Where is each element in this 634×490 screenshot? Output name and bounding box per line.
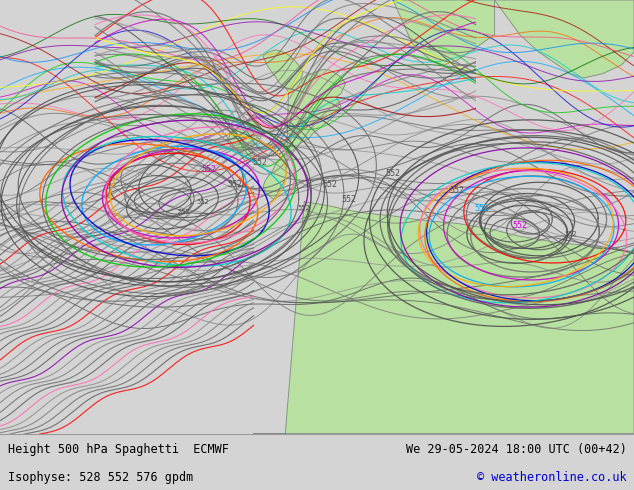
Text: Isophyse: 528 552 576 gpdm: Isophyse: 528 552 576 gpdm bbox=[8, 471, 193, 484]
Text: 552: 552 bbox=[322, 180, 337, 189]
Text: Height 500 hPa Spaghetti  ECMWF: Height 500 hPa Spaghetti ECMWF bbox=[8, 443, 228, 456]
Polygon shape bbox=[495, 0, 634, 78]
Text: 552: 552 bbox=[178, 210, 190, 216]
Text: 552: 552 bbox=[298, 205, 311, 211]
Text: © weatheronline.co.uk: © weatheronline.co.uk bbox=[477, 471, 626, 484]
Text: 552: 552 bbox=[227, 180, 242, 189]
Text: We 29-05-2024 18:00 UTC (00+42): We 29-05-2024 18:00 UTC (00+42) bbox=[406, 443, 626, 456]
Text: 552: 552 bbox=[252, 158, 268, 167]
Text: 552: 552 bbox=[564, 231, 577, 237]
Text: 552: 552 bbox=[385, 169, 401, 178]
Polygon shape bbox=[263, 50, 303, 91]
Text: 552: 552 bbox=[512, 221, 527, 230]
Polygon shape bbox=[393, 0, 495, 65]
Text: 552: 552 bbox=[202, 165, 217, 173]
Text: 552: 552 bbox=[341, 195, 356, 204]
Polygon shape bbox=[263, 70, 346, 199]
Text: 552: 552 bbox=[197, 198, 209, 205]
Text: 552: 552 bbox=[474, 204, 489, 213]
Polygon shape bbox=[254, 202, 634, 434]
Polygon shape bbox=[228, 121, 263, 151]
Text: 552: 552 bbox=[449, 186, 464, 196]
